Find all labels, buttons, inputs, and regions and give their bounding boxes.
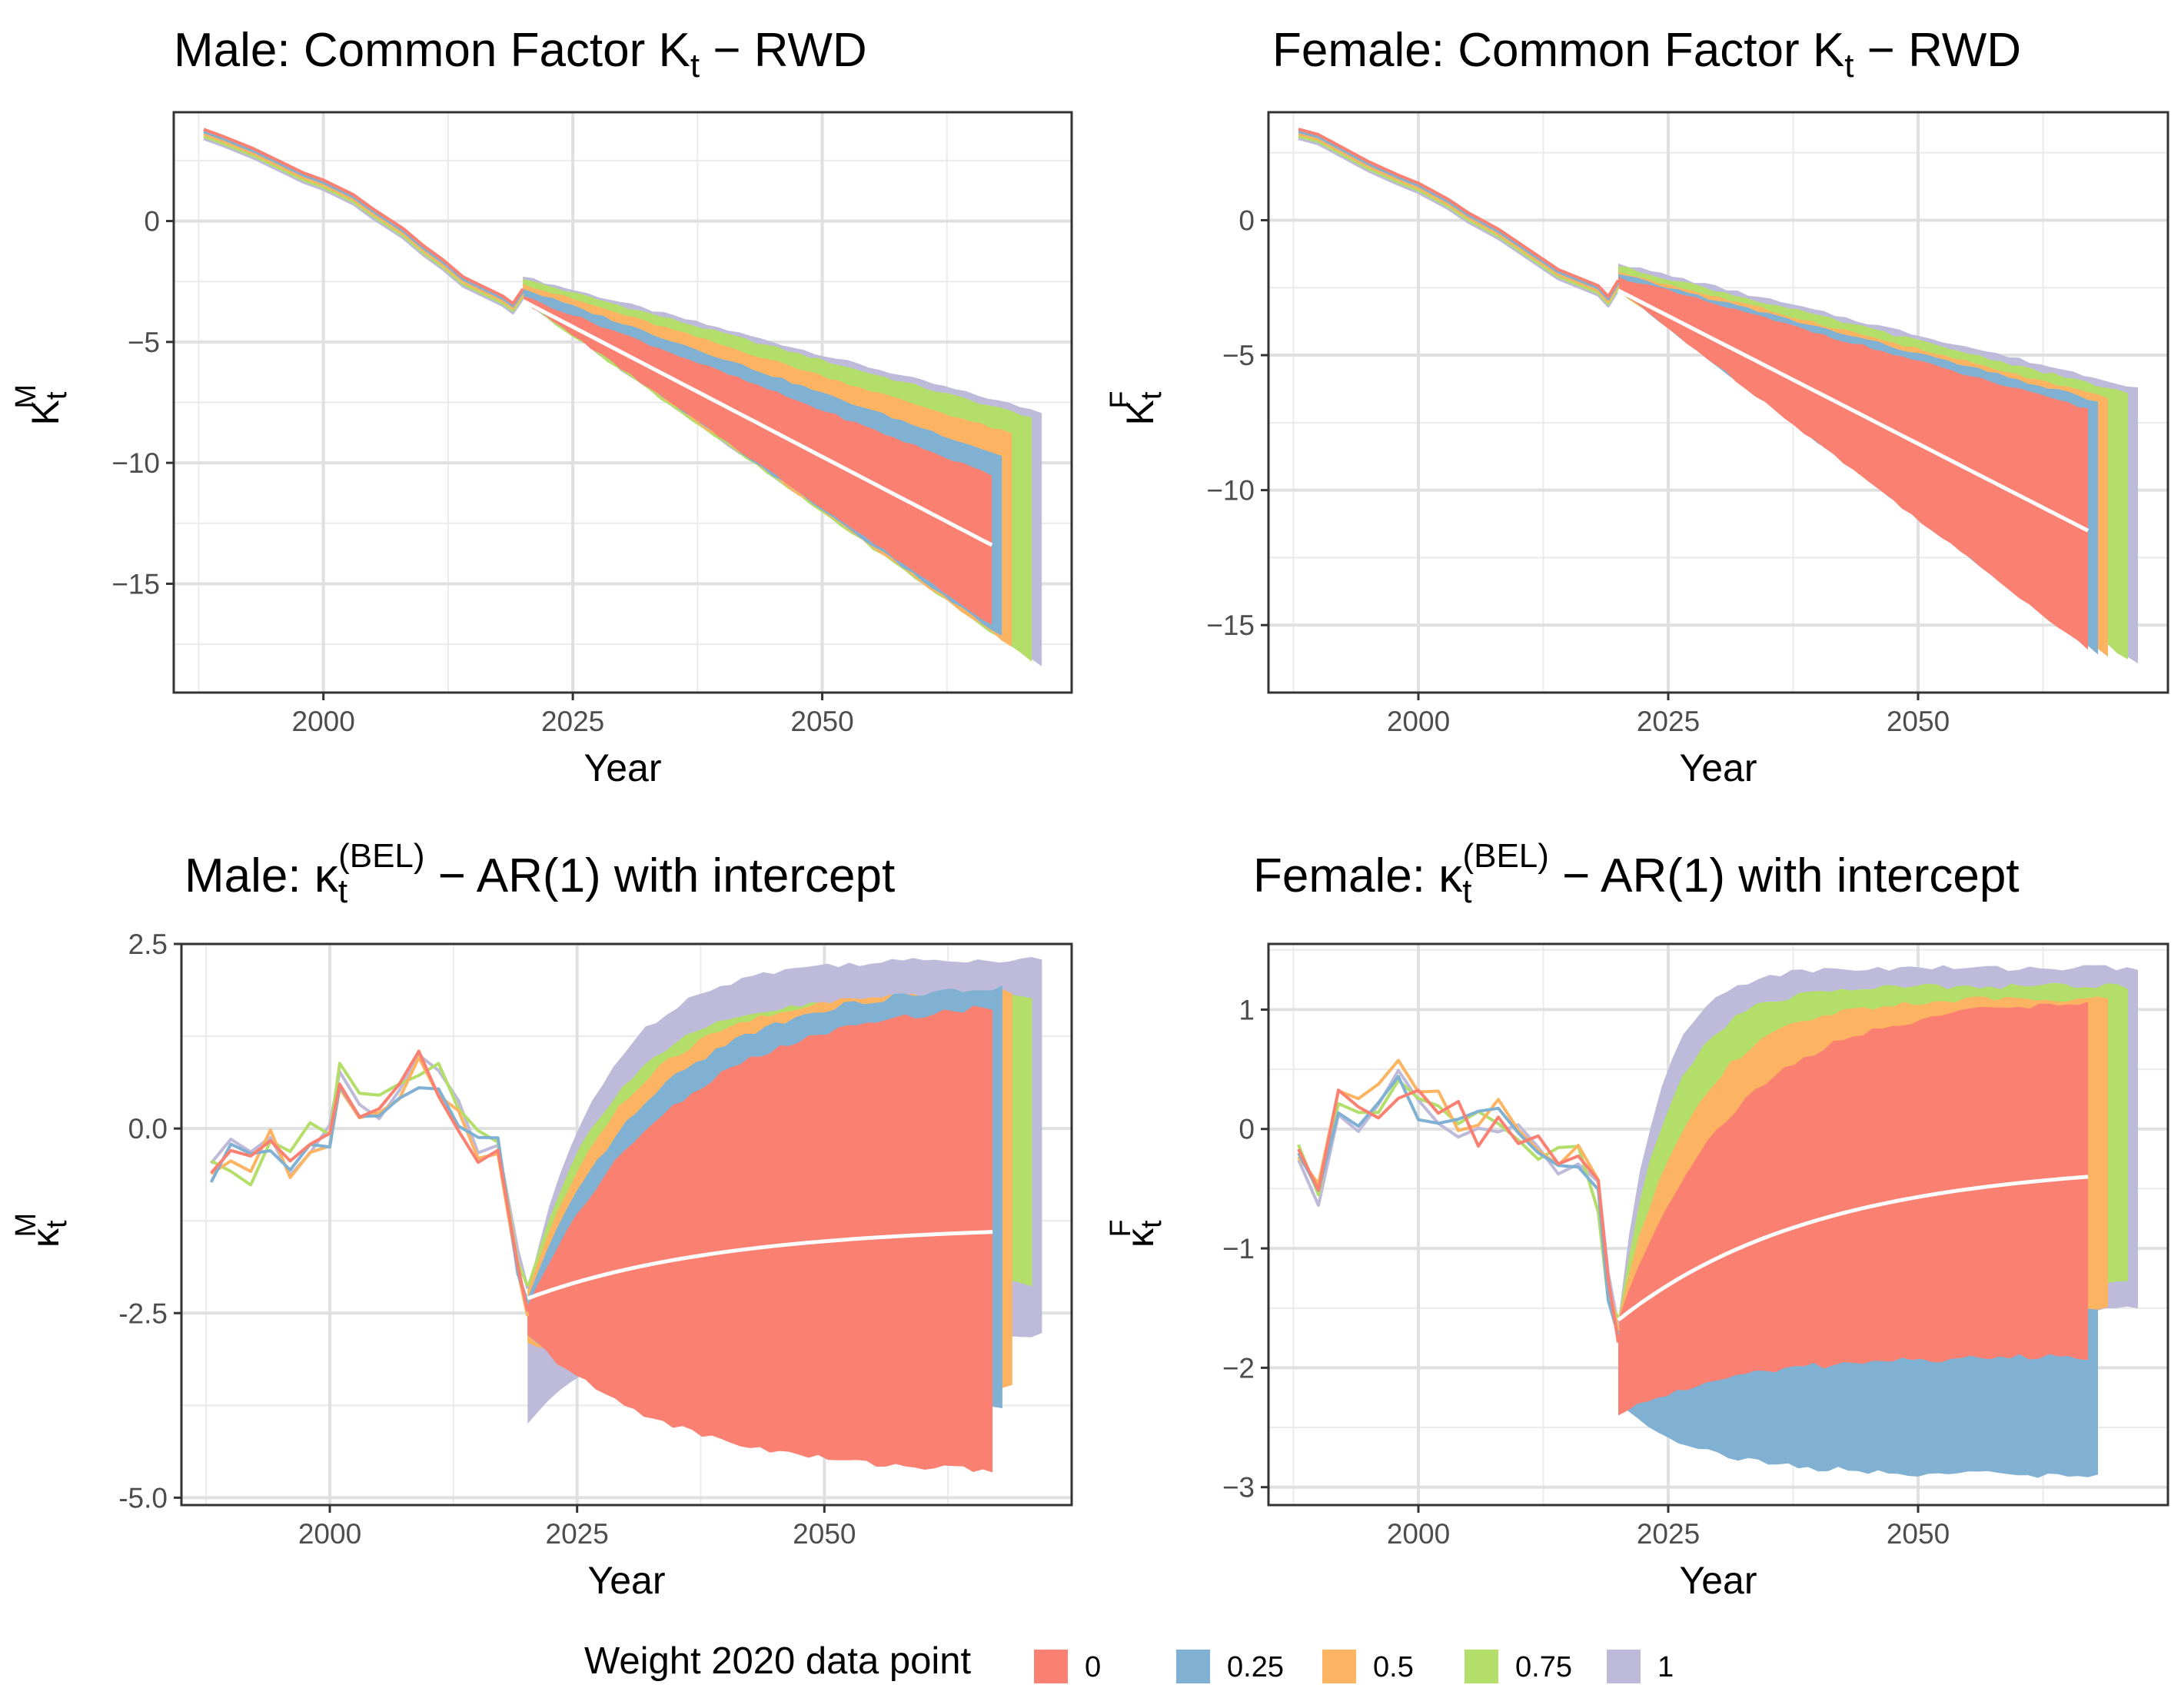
plot-border: [172, 111, 1073, 694]
x-axis-title: Year: [587, 1559, 665, 1602]
historical-line-weight-0_25: [1297, 1075, 1620, 1336]
y-tick-label: 2.5: [128, 929, 168, 960]
x-tick-label: 2050: [793, 1518, 856, 1550]
x-tick-label: 2050: [1887, 1518, 1950, 1550]
y-axis-title: KtM: [10, 384, 73, 426]
y-tick-label: −3: [1222, 1472, 1255, 1504]
historical-line-weight-1: [1297, 1068, 1620, 1327]
historical-line-weight-0: [1298, 128, 1620, 298]
historical-line-weight-0_75: [1297, 1078, 1620, 1318]
historical-line-weight-0: [203, 128, 524, 305]
legend-label-0_25: 0.25: [1227, 1651, 1284, 1683]
legend-label-0_5: 0.5: [1373, 1651, 1414, 1683]
fan-area-weight-0: [1618, 277, 2088, 650]
legend: Weight 2020 data point 0 0.25 0.5 0.75 1: [584, 1640, 1674, 1683]
historical-line-weight-1: [1298, 137, 1620, 307]
historical-line-weight-0_25: [203, 130, 524, 307]
fan-areas: [523, 276, 1042, 666]
legend-title: Weight 2020 data point: [584, 1640, 971, 1682]
panel-title: Female: Common Factor Kt − RWD: [1272, 24, 2021, 85]
historical-line-weight-0_25: [1298, 130, 1620, 301]
fan-area-weight-0: [523, 296, 992, 625]
legend-label-0: 0: [1085, 1651, 1101, 1683]
historical-lines: [1297, 1058, 1620, 1343]
panel-title: Male: Common Factor Kt − RWD: [174, 24, 867, 85]
plot-border: [1267, 111, 2169, 694]
x-tick-label: 2025: [546, 1518, 609, 1550]
historical-line-weight-0_5: [1298, 132, 1620, 303]
historical-line-weight-0_75: [203, 135, 524, 312]
x-tick-label: 2000: [292, 706, 355, 737]
x-tick-label: 2050: [1887, 706, 1950, 737]
x-tick-label: 2000: [1387, 706, 1450, 737]
y-axis-title: κtM: [10, 1213, 73, 1248]
x-tick-label: 2025: [541, 706, 604, 737]
x-axis-title: Year: [1679, 746, 1757, 789]
x-axis-title: Year: [583, 746, 661, 789]
y-tick-label: -5.0: [118, 1482, 168, 1514]
legend-key-0_5: [1322, 1650, 1356, 1683]
y-axis-title: κtF: [1105, 1219, 1168, 1248]
historical-line-weight-0_5: [1297, 1058, 1620, 1331]
central-projection-line: [1617, 1175, 2089, 1322]
y-axis-title: KtF: [1105, 390, 1168, 425]
panel-female-common-factor: 2000 2025 2050 0 −5 −10 −15 Year KtF Female: Comm…: [1105, 24, 2169, 789]
y-tick-label: 1: [1238, 994, 1255, 1025]
y-tick-label: 0: [144, 206, 160, 238]
y-tick-label: −2: [1222, 1352, 1255, 1384]
historical-lines: [1298, 128, 1620, 307]
plot-border: [1267, 942, 2169, 1507]
panel-title: Female: κt(BEL) − AR(1) with intercept: [1253, 837, 2020, 910]
y-tick-label: 0.0: [128, 1113, 168, 1145]
central-projection-line: [522, 299, 993, 547]
y-tick-label: −15: [1206, 610, 1255, 641]
x-tick-label: 2000: [1387, 1518, 1450, 1550]
y-tick-label: 0: [1238, 1114, 1255, 1145]
legend-key-1: [1607, 1650, 1641, 1683]
y-tick-label: -2.5: [118, 1298, 168, 1329]
x-tick-label: 2025: [1637, 1518, 1700, 1550]
y-tick-label: −5: [128, 327, 160, 358]
historical-line-weight-1: [203, 137, 524, 314]
historical-line-weight-0: [1297, 1088, 1620, 1343]
legend-key-0: [1034, 1650, 1068, 1683]
legend-label-1: 1: [1657, 1651, 1674, 1683]
y-tick-label: 0: [1238, 204, 1255, 236]
panel-female-kappa-bel: 2000 2025 2050 1 0 −1 −2 −3 Year κtF Female: κt(BE…: [1105, 837, 2169, 1602]
x-axis-title: Year: [1679, 1559, 1757, 1602]
y-tick-label: −5: [1222, 340, 1255, 371]
y-tick-label: −15: [111, 568, 160, 600]
legend-label-0_75: 0.75: [1515, 1651, 1572, 1683]
fan-area-weight-0: [527, 1005, 993, 1473]
historical-line-weight-0_25: [209, 1084, 530, 1303]
y-tick-label: −1: [1222, 1233, 1255, 1264]
central-projection-line: [1617, 288, 2090, 533]
fan-areas: [1618, 263, 2138, 663]
historical-lines: [203, 128, 524, 314]
legend-key-0_75: [1465, 1650, 1498, 1683]
legend-key-0_25: [1176, 1650, 1210, 1683]
panel-title: Male: κt(BEL) − AR(1) with intercept: [185, 837, 895, 910]
x-tick-label: 2050: [790, 706, 853, 737]
historical-line-weight-0_75: [210, 1062, 530, 1287]
historical-line-weight-0_5: [203, 132, 524, 310]
x-tick-label: 2025: [1637, 706, 1700, 737]
historical-line-weight-0_75: [1298, 135, 1620, 305]
plot-border: [180, 942, 1073, 1507]
y-tick-label: −10: [111, 447, 160, 479]
x-tick-label: 2000: [298, 1518, 361, 1550]
fan-areas: [527, 957, 1042, 1473]
fan-areas: [1618, 965, 2138, 1478]
historical-line-weight-0: [210, 1049, 530, 1312]
panel-male-kappa-bel: 2000 2025 2050 2.5 0.0 -2.5 -5.0 Year κtM Male: κ…: [10, 837, 1073, 1602]
central-projection-line: [527, 1230, 993, 1301]
y-tick-label: −10: [1206, 475, 1255, 507]
historical-lines: [209, 1049, 530, 1317]
panel-male-common-factor: 2000 2025 2050 0 −5 −10 −15 Year KtM Male: Common…: [10, 24, 1073, 789]
